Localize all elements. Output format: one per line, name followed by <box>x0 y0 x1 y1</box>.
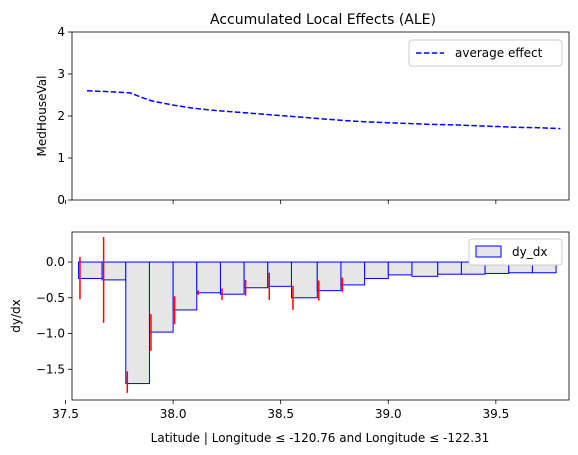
bar-3 <box>148 261 174 333</box>
bar-5 <box>196 261 221 294</box>
bottom-axes-frame <box>71 231 570 401</box>
bottom-x-tick-label: 39.5 <box>482 407 509 421</box>
top-plot-area: 0 1 2 3 4 <box>57 25 570 207</box>
bar-12 <box>364 261 389 279</box>
bottom-legend-bar-swatch <box>475 245 502 258</box>
bottom-x-tick-label: 38.5 <box>267 407 294 421</box>
bottom-x-tick-label: 39.0 <box>375 407 402 421</box>
bottom-y-tick-label: −0.5 <box>36 291 65 305</box>
top-legend: average effect <box>408 39 563 67</box>
bottom-y-tick-label: −1.0 <box>36 327 65 341</box>
bar-1 <box>101 261 127 281</box>
top-y-tick-label: 3 <box>57 67 65 81</box>
bar-7 <box>243 261 269 289</box>
bottom-x-axis-label: Latitude | Longitude ≤ -120.76 and Longi… <box>151 431 490 445</box>
bar-6 <box>219 261 245 295</box>
bar-11 <box>340 261 366 286</box>
bar-13 <box>387 261 413 276</box>
bar-14 <box>411 261 439 277</box>
bottom-plot-area: 0.0 −0.5 −1.0 −1.5 37.5 38.0 38.5 39.0 39.5 <box>36 231 570 421</box>
bar-2 <box>125 261 150 385</box>
bottom-legend-label: dy_dx <box>512 245 547 259</box>
bar-15 <box>437 261 462 275</box>
bottom-y-axis-label: dy/dx <box>9 299 23 332</box>
bar-8 <box>267 261 292 287</box>
top-legend-frame <box>408 39 563 67</box>
bar-9 <box>290 261 318 299</box>
top-axes-frame <box>71 31 570 201</box>
top-series-line-0 <box>87 90 561 130</box>
bar-0 <box>77 261 103 279</box>
bottom-y-tick-label: −1.5 <box>36 362 65 376</box>
bottom-x-tick-label: 37.5 <box>52 407 79 421</box>
top-y-tick-label: 1 <box>57 151 65 165</box>
bar-10 <box>316 261 342 292</box>
top-y-tick-label: 0 <box>57 193 65 207</box>
bottom-legend: dy_dx <box>468 238 563 266</box>
top-chart-title: Accumulated Local Effects (ALE) <box>210 12 436 28</box>
top-legend-label: average effect <box>455 46 543 60</box>
top-y-axis-label: MedHouseVal <box>35 76 49 157</box>
bar-4 <box>172 261 198 311</box>
bottom-y-tick-label: 0.0 <box>46 255 65 269</box>
bottom-x-tick-label: 38.0 <box>160 407 187 421</box>
top-y-tick-label: 4 <box>57 25 65 39</box>
top-y-tick-label: 2 <box>57 109 65 123</box>
